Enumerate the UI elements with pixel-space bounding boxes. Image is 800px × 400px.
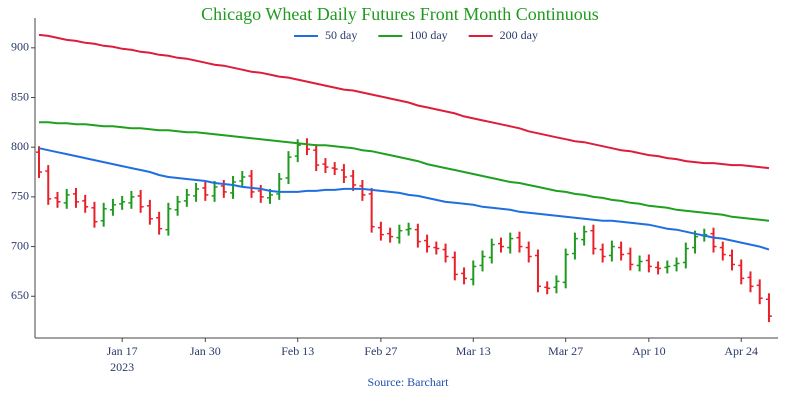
moving-average-line — [39, 121, 770, 222]
legend-label: 200 day — [500, 28, 538, 42]
y-tick-label: 750 — [11, 189, 29, 203]
x-tick-label: Apr 10 — [632, 344, 666, 358]
y-tick-label: 850 — [11, 89, 29, 103]
legend-label: 100 day — [409, 28, 447, 42]
source: Source: Barchart — [368, 375, 450, 389]
y-tick-label: 900 — [11, 40, 29, 54]
x-tick-label: Mar 27 — [548, 344, 583, 358]
chart-title: Chicago Wheat Daily Futures Front Month … — [201, 4, 599, 24]
x-tick-label: Feb 13 — [281, 344, 314, 358]
y-tick-label: 800 — [11, 139, 29, 153]
y-tick-label: 700 — [11, 238, 29, 252]
x-tick-label: Apr 24 — [724, 344, 758, 358]
x-year-label: 2023 — [110, 360, 134, 374]
legend-label: 50 day — [325, 28, 357, 42]
moving-average-line — [38, 147, 770, 251]
moving-average-line — [38, 33, 770, 170]
x-tick-label: Mar 13 — [456, 344, 491, 358]
x-tick-label: Jan 17 — [107, 344, 138, 358]
x-tick-label: Jan 30 — [190, 344, 221, 358]
x-tick-label: Feb 27 — [364, 344, 397, 358]
y-tick-label: 650 — [11, 288, 29, 302]
